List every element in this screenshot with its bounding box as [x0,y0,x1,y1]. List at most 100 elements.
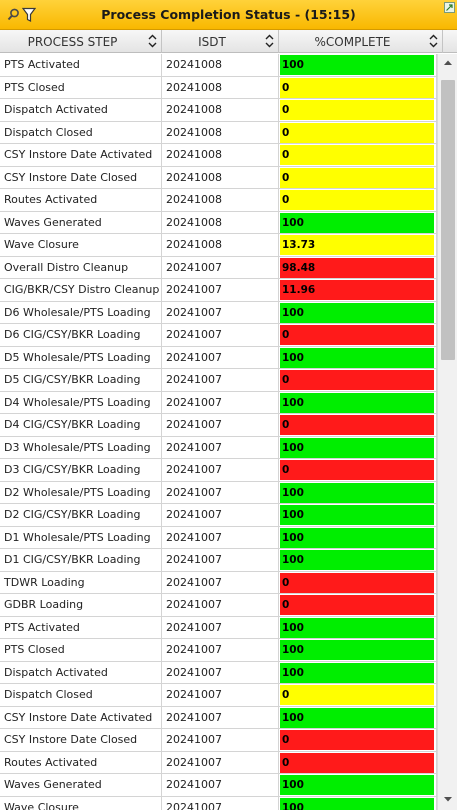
column-header-complete[interactable]: %COMPLETE [279,30,443,53]
complete-cell: 13.73 [279,234,437,256]
complete-cell: 100 [279,391,437,414]
table-row[interactable]: CSY Instore Date Activated 20241008 0 [0,144,437,167]
status-badge: 0 [280,100,434,120]
table-row[interactable]: D6 Wholesale/PTS Loading 20241007 100 [0,301,437,324]
complete-cell: 100 [279,774,437,796]
table-row[interactable]: D6 CIG/CSY/BKR Loading 20241007 0 [0,324,437,347]
maximize-icon[interactable] [444,2,455,13]
column-header-row: PROCESS STEP ISDT %COMPLETE [0,30,457,53]
isdt-cell: 20241007 [162,301,279,324]
table-row[interactable]: D4 Wholesale/PTS Loading 20241007 100 [0,391,437,414]
filter-icon[interactable] [21,7,37,23]
table-row[interactable]: D3 CIG/CSY/BKR Loading 20241007 0 [0,459,437,482]
complete-cell: 0 [279,189,437,211]
scrollbar-thumb[interactable] [441,80,455,360]
isdt-cell: 20241008 [162,211,279,234]
table-row[interactable]: D2 CIG/CSY/BKR Loading 20241007 100 [0,504,437,527]
isdt-cell: 20241007 [162,414,279,436]
search-icon[interactable] [7,7,20,23]
table-row[interactable]: Waves Generated 20241008 100 [0,211,437,234]
complete-cell: 0 [279,729,437,751]
process-step-cell: Dispatch Closed [0,121,162,144]
status-badge: 0 [280,122,434,143]
isdt-cell: 20241007 [162,459,279,481]
scroll-up-arrow-icon[interactable] [438,54,457,72]
column-header-isdt[interactable]: ISDT [162,30,279,53]
panel-titlebar: Process Completion Status - (15:15) [0,0,457,30]
table-row[interactable]: CSY Instore Date Closed 20241008 0 [0,166,437,189]
process-step-cell: PTS Closed [0,639,162,661]
process-step-cell: Dispatch Activated [0,661,162,684]
table-row[interactable]: Routes Activated 20241007 0 [0,751,437,774]
table-row[interactable]: Dispatch Activated 20241007 100 [0,661,437,684]
process-step-cell: D2 Wholesale/PTS Loading [0,481,162,504]
sort-arrows-icon[interactable] [148,33,157,49]
process-step-cell: D4 CIG/CSY/BKR Loading [0,414,162,436]
isdt-cell: 20241007 [162,369,279,391]
table-row[interactable]: Dispatch Activated 20241008 0 [0,99,437,122]
table-row[interactable]: Overall Distro Cleanup 20241007 98.48 [0,256,437,279]
process-table-body: PTS Activated 20241008 100 PTS Closed 202410… [0,54,437,810]
process-step-cell: D3 Wholesale/PTS Loading [0,436,162,459]
table-row[interactable]: PTS Closed 20241007 100 [0,639,437,662]
table-row[interactable]: D4 CIG/CSY/BKR Loading 20241007 0 [0,414,437,437]
process-step-cell: Dispatch Activated [0,99,162,121]
isdt-cell: 20241007 [162,571,279,594]
status-badge: 100 [280,347,434,368]
table-row[interactable]: PTS Closed 20241008 0 [0,76,437,99]
table-row[interactable]: D1 CIG/CSY/BKR Loading 20241007 100 [0,549,437,572]
complete-cell: 0 [279,369,437,391]
complete-cell: 100 [279,436,437,459]
table-row[interactable]: D5 Wholesale/PTS Loading 20241007 100 [0,346,437,369]
process-step-cell: CSY Instore Date Activated [0,706,162,729]
column-header-process-step[interactable]: PROCESS STEP [0,30,162,53]
sort-arrows-icon[interactable] [429,33,438,49]
isdt-cell: 20241008 [162,144,279,166]
scroll-down-arrow-icon[interactable] [438,790,457,808]
table-row[interactable]: PTS Activated 20241008 100 [0,54,437,77]
vertical-scrollbar[interactable] [437,54,457,810]
table-row[interactable]: Wave Closure 20241007 100 [0,796,437,810]
table-row[interactable]: CSY Instore Date Activated 20241007 100 [0,706,437,729]
process-step-cell: Wave Closure [0,234,162,256]
table-row[interactable]: Dispatch Closed 20241008 0 [0,121,437,144]
status-badge: 13.73 [280,235,434,255]
status-badge: 0 [280,190,434,210]
table-row[interactable]: CSY Instore Date Closed 20241007 0 [0,729,437,752]
table-row[interactable]: D1 Wholesale/PTS Loading 20241007 100 [0,526,437,549]
status-badge: 11.96 [280,280,434,300]
table-row[interactable]: TDWR Loading 20241007 0 [0,571,437,594]
complete-cell: 0 [279,144,437,166]
status-badge: 0 [280,77,434,98]
isdt-cell: 20241007 [162,256,279,279]
table-row[interactable]: Dispatch Closed 20241007 0 [0,684,437,707]
process-step-cell: PTS Activated [0,616,162,639]
isdt-cell: 20241007 [162,774,279,796]
complete-cell: 100 [279,796,437,810]
isdt-cell: 20241008 [162,54,279,76]
status-badge: 0 [280,595,434,615]
process-step-cell: D6 CIG/CSY/BKR Loading [0,324,162,346]
sort-arrows-icon[interactable] [265,33,274,49]
isdt-cell: 20241008 [162,76,279,99]
table-row[interactable]: Wave Closure 20241008 13.73 [0,234,437,257]
table-row[interactable]: D3 Wholesale/PTS Loading 20241007 100 [0,436,437,459]
status-badge: 100 [280,505,434,525]
isdt-cell: 20241007 [162,504,279,526]
process-step-cell: GDBR Loading [0,594,162,616]
table-row[interactable]: Routes Activated 20241008 0 [0,189,437,212]
table-row[interactable]: CIG/BKR/CSY Distro Cleanup 20241007 11.96 [0,279,437,302]
table-row[interactable]: PTS Activated 20241007 100 [0,616,437,639]
status-badge: 0 [280,460,434,480]
process-step-cell: CSY Instore Date Activated [0,144,162,166]
table-row[interactable]: GDBR Loading 20241007 0 [0,594,437,617]
complete-cell: 100 [279,481,437,504]
status-badge: 0 [280,752,434,773]
status-badge: 0 [280,685,434,705]
isdt-cell: 20241007 [162,616,279,639]
complete-cell: 98.48 [279,256,437,279]
table-row[interactable]: Waves Generated 20241007 100 [0,774,437,797]
panel-title: Process Completion Status - (15:15) [101,7,356,22]
table-row[interactable]: D2 Wholesale/PTS Loading 20241007 100 [0,481,437,504]
table-row[interactable]: D5 CIG/CSY/BKR Loading 20241007 0 [0,369,437,392]
